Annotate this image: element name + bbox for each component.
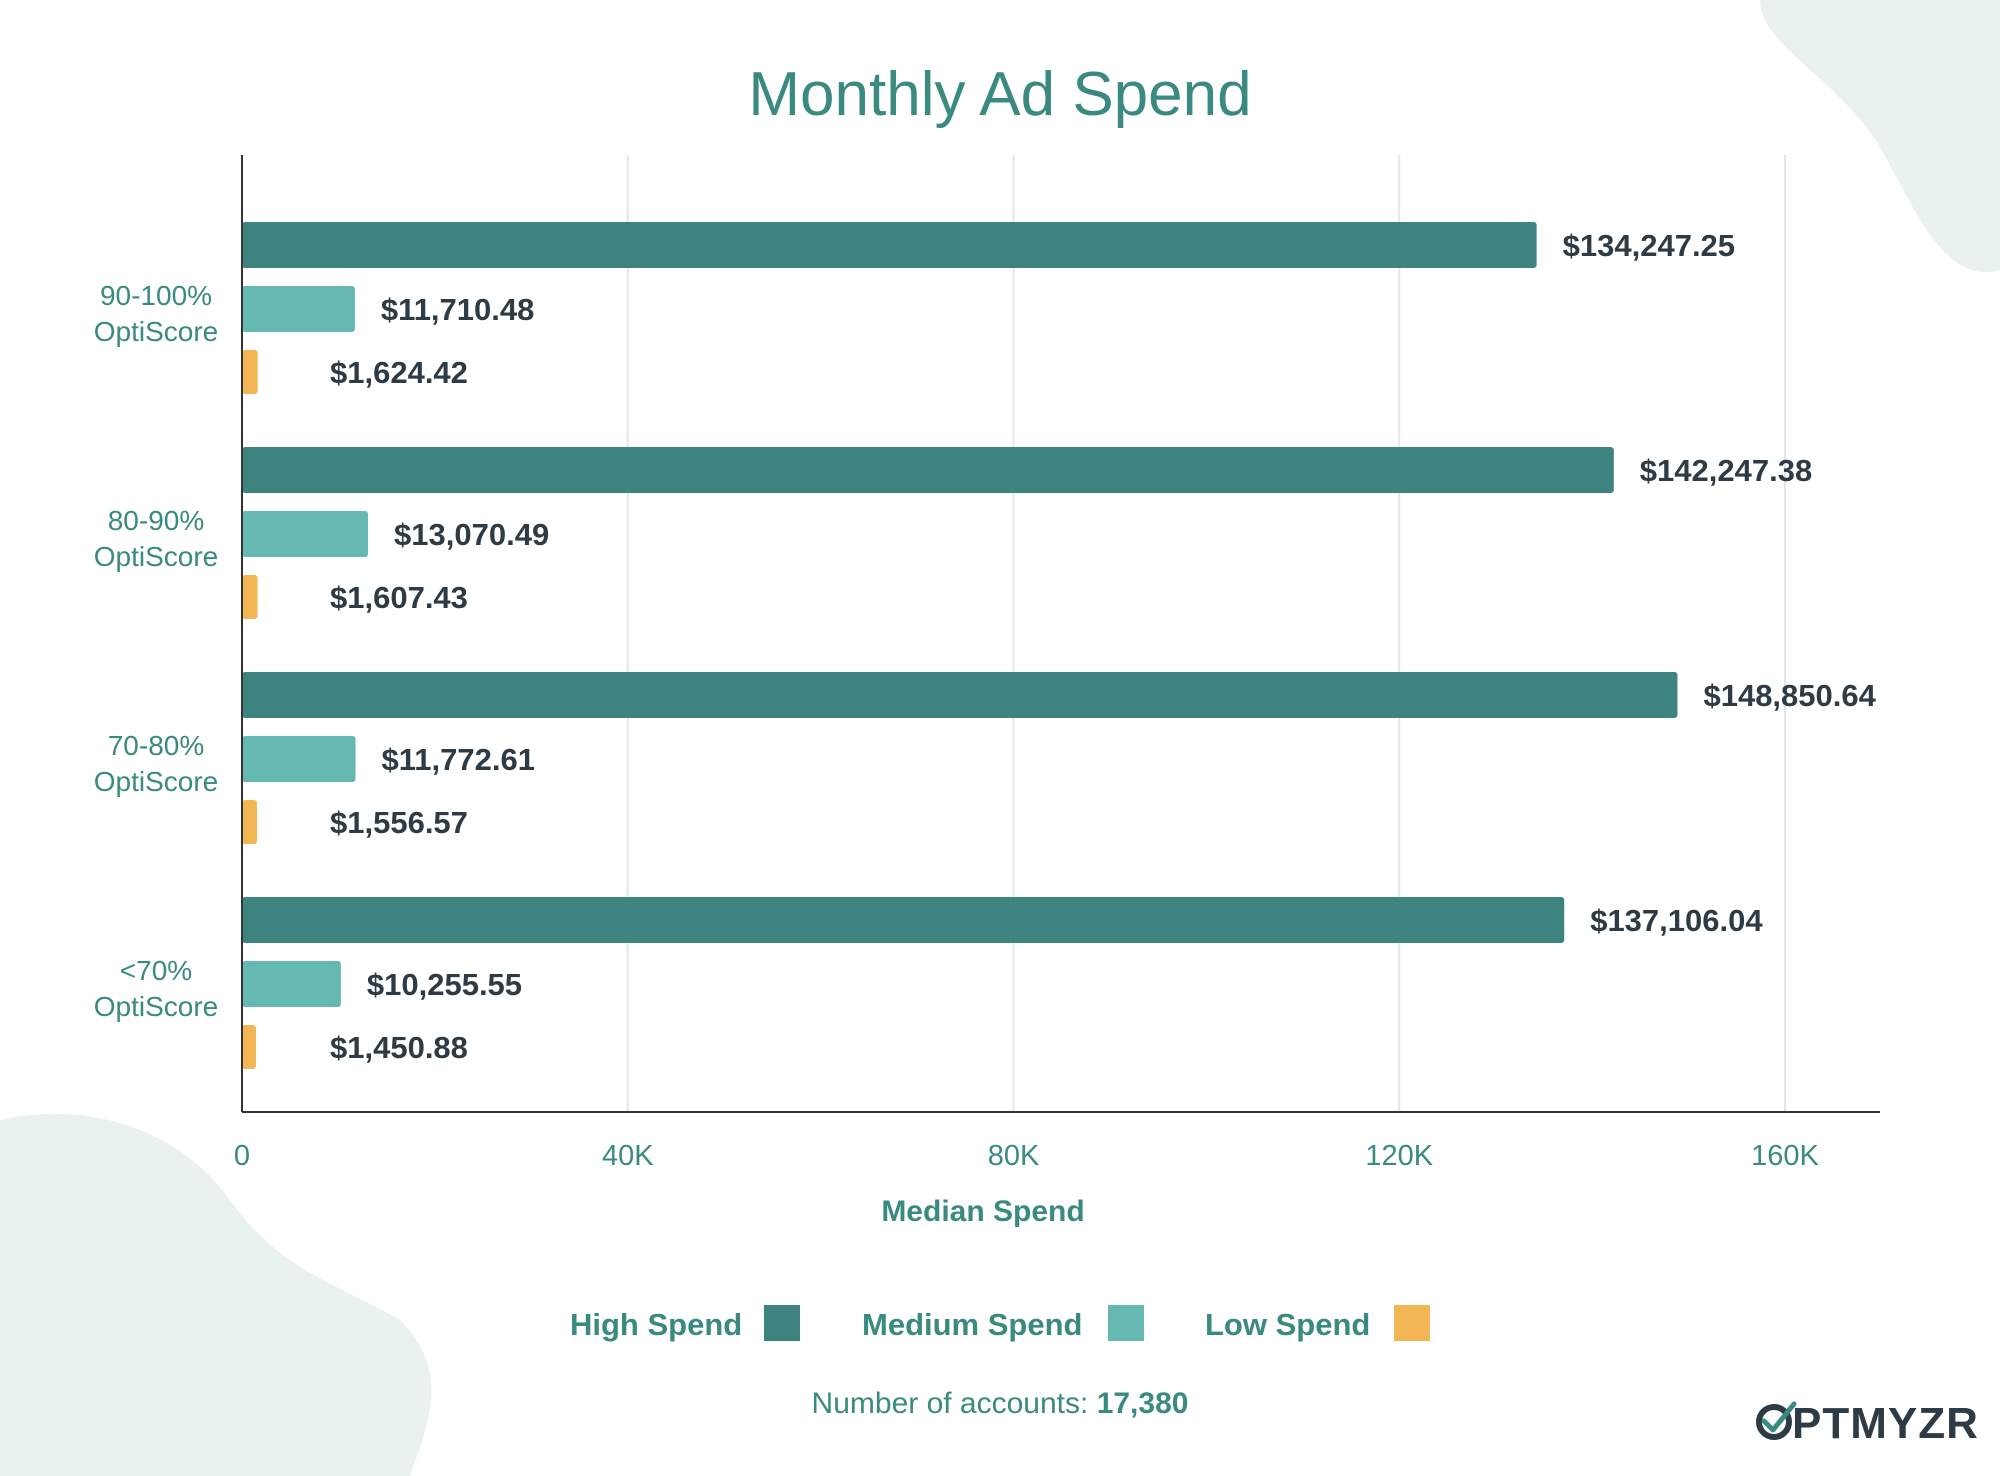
footnote-value: 17,380 [1097, 1387, 1189, 1420]
footnote-label: Number of accounts: [812, 1387, 1097, 1420]
legend-swatch [1394, 1305, 1430, 1341]
legend: High Spend Medium Spend Low Spend [570, 1305, 1430, 1342]
bar-high-spend [242, 447, 1614, 493]
bar-high-spend [242, 672, 1678, 718]
bar-value-label: $1,607.43 [330, 580, 468, 615]
bar-low-spend [242, 800, 258, 844]
bar-high-spend [242, 897, 1565, 943]
bar-value-label: $13,070.49 [394, 517, 549, 552]
bar-value-label: $10,255.55 [367, 967, 522, 1002]
x-axis-title: Median Spend [881, 1195, 1084, 1228]
bar-value-label: $1,450.88 [330, 1030, 468, 1065]
bar-medium-spend [242, 961, 341, 1007]
legend-swatch [764, 1305, 800, 1341]
category-labels: 90-100% OptiScore 80-90% OptiScore 70-80% Opt… [94, 280, 219, 1022]
bar-high-spend [242, 222, 1537, 268]
x-axis-ticks: 0 40K 80K 120K 160K [234, 1140, 1820, 1172]
bar-medium-spend [242, 736, 356, 782]
category-label: <70% OptiScore [94, 955, 219, 1022]
x-tick-label: 80K [988, 1140, 1040, 1172]
category-label: 70-80% OptiScore [94, 730, 219, 797]
x-tick-label: 40K [602, 1140, 654, 1172]
x-tick-label: 120K [1365, 1140, 1433, 1172]
legend-label: Low Spend [1205, 1307, 1370, 1342]
bar-value-label: $148,850.64 [1703, 678, 1876, 713]
bars [242, 222, 1678, 1069]
optmyzr-logo: PTMYZR [1756, 1399, 1979, 1448]
legend-label: Medium Spend [862, 1307, 1082, 1342]
bar-value-label: $1,624.42 [330, 355, 468, 390]
bar-value-label: $137,106.04 [1590, 903, 1763, 938]
x-tick-label: 0 [234, 1140, 250, 1172]
background-blob-bottom-left [0, 1113, 432, 1476]
bar-low-spend [242, 1025, 256, 1069]
logo-check-circle-icon [1756, 1404, 1792, 1440]
bar-value-label: $1,556.57 [330, 805, 468, 840]
bar-low-spend [242, 350, 258, 394]
gridlines [626, 155, 1786, 1112]
background-blob-top-right [1760, 0, 2000, 273]
bar-value-label: $11,772.61 [382, 742, 535, 777]
chart-title: Monthly Ad Spend [748, 60, 1251, 129]
legend-swatch [1108, 1305, 1144, 1341]
category-label: 90-100% OptiScore [94, 280, 219, 347]
logo-check-mark-icon [1761, 1401, 1797, 1433]
value-labels: $134,247.25 $142,247.38 $148,850.64 $137,10… [330, 228, 1877, 1065]
footnote: Number of accounts: 17,380 [812, 1387, 1189, 1420]
x-tick-label: 160K [1751, 1140, 1819, 1172]
category-label: 80-90% OptiScore [94, 505, 219, 572]
bar-value-label: $11,710.48 [381, 292, 534, 327]
bar-medium-spend [242, 286, 355, 332]
bar-low-spend [242, 575, 258, 619]
logo-wordmark: PTMYZR [1792, 1399, 1979, 1448]
bar-medium-spend [242, 511, 369, 557]
legend-label: High Spend [570, 1307, 742, 1342]
bar-value-label: $134,247.25 [1563, 228, 1735, 263]
bar-value-label: $142,247.38 [1640, 453, 1812, 488]
